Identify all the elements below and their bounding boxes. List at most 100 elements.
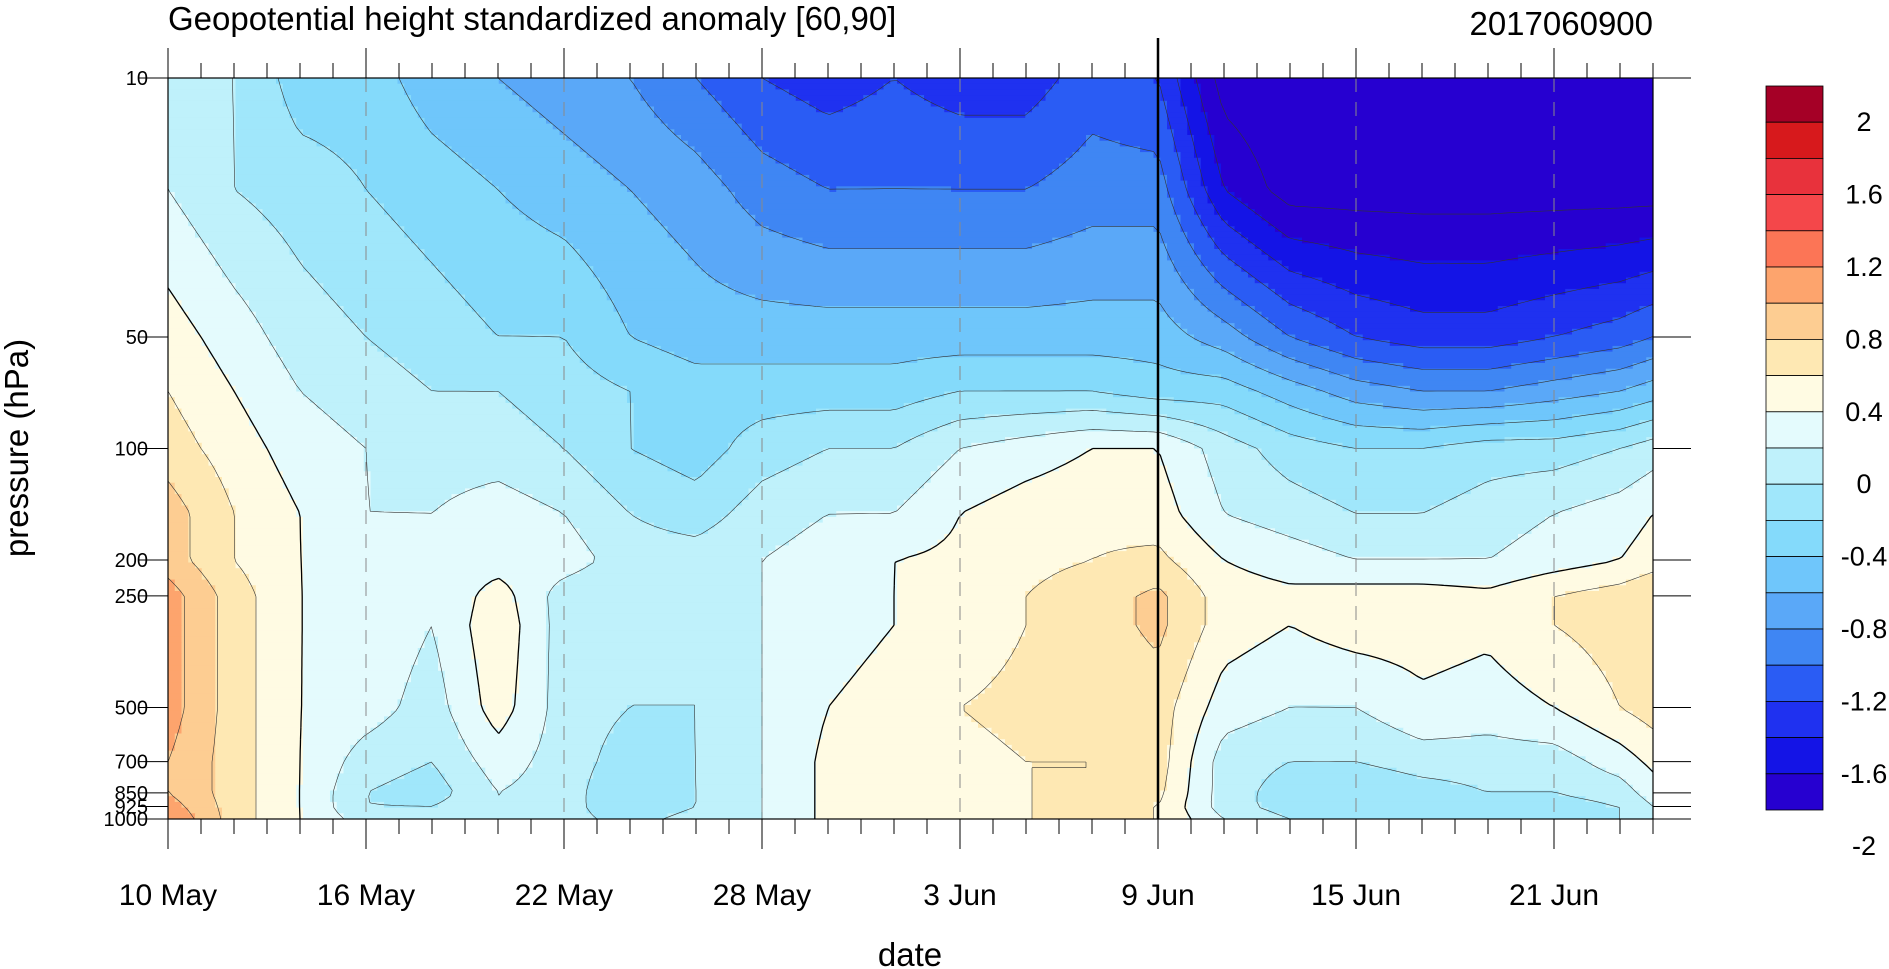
contour-band-cell xyxy=(1160,642,1195,649)
contour-band-cell xyxy=(444,796,588,803)
contour-band-cell xyxy=(255,750,304,757)
contour-band-cell xyxy=(188,425,257,432)
contour-band-cell xyxy=(1214,237,1249,244)
contour-band-cell xyxy=(181,699,216,706)
contour-band-cell xyxy=(1065,459,1161,467)
contour-line xyxy=(232,78,1653,819)
contour-band-cell xyxy=(282,357,399,364)
contour-band-cell xyxy=(1308,488,1472,495)
contour-band-cell xyxy=(188,545,237,552)
contour-band-cell xyxy=(296,123,426,130)
contour-band-cell xyxy=(897,78,1060,85)
contour-band-cell xyxy=(1173,699,1209,706)
contour-band-cell xyxy=(1160,454,1209,461)
contour-band-cell xyxy=(181,693,216,700)
contour-band-cell xyxy=(546,676,763,683)
contour-band-cell xyxy=(762,676,851,683)
contour-band-cell xyxy=(1180,562,1236,569)
contour-band-cell xyxy=(714,459,804,467)
contour-band-cell xyxy=(377,345,574,353)
contour-band-cell xyxy=(478,682,520,689)
contour-band-cell xyxy=(215,608,257,615)
contour-band-cell xyxy=(1200,83,1653,90)
contour-band-cell xyxy=(1585,431,1653,438)
contour-band-cell xyxy=(235,123,297,130)
contour-band-cell xyxy=(228,374,291,381)
contour-band-cell xyxy=(1187,237,1215,244)
contour-band-cell xyxy=(303,762,345,769)
contour-band-cell xyxy=(1254,642,1330,649)
contour-band-cell xyxy=(444,676,480,683)
contour-band-cell xyxy=(728,442,898,450)
contour-band-cell xyxy=(519,670,547,678)
contour-band-cell xyxy=(255,739,304,746)
contour-band-cell xyxy=(816,750,1020,757)
contour-band-cell xyxy=(222,482,284,489)
contour-band-cell xyxy=(843,687,986,695)
contour-band-cell xyxy=(1241,266,1290,273)
contour-band-cell xyxy=(1443,499,1587,507)
contour-band-cell xyxy=(168,750,216,757)
contour-band-cell xyxy=(593,477,763,484)
contour-band-cell xyxy=(363,186,500,193)
contour-band-cell xyxy=(276,345,378,353)
contour-band-cell xyxy=(573,345,662,353)
contour-band-cell xyxy=(168,693,183,700)
contour-band-cell xyxy=(1200,174,1222,182)
contour-band-cell xyxy=(282,83,405,90)
contour-band-cell xyxy=(613,174,723,182)
contour-band-cell xyxy=(168,545,189,552)
contour-band-cell xyxy=(1349,397,1560,404)
contour-band-cell xyxy=(168,608,183,615)
contour-band-cell xyxy=(370,494,453,501)
contour-band-cell xyxy=(168,665,183,672)
contour-band-cell xyxy=(1227,288,1276,296)
contour-band-cell xyxy=(451,790,588,797)
contour-band-cell xyxy=(654,522,716,529)
contour-band-cell xyxy=(579,357,689,364)
contour-band-cell xyxy=(1389,722,1587,729)
contour-band-cell xyxy=(762,767,817,774)
contour-band-cell xyxy=(633,431,743,438)
contour-band-cell xyxy=(1160,89,1182,96)
contour-band-cell xyxy=(924,482,1020,489)
contour-band-cell xyxy=(762,693,837,700)
contour-band-cell xyxy=(762,796,817,803)
y-tick-label: 500 xyxy=(115,697,148,719)
contour-band-cell xyxy=(620,499,743,507)
contour-band-cell xyxy=(255,602,304,609)
colorbar-swatch xyxy=(1765,592,1824,630)
contour-line xyxy=(398,78,1653,430)
contour-band-cell xyxy=(1612,448,1653,455)
contour-band-cell xyxy=(296,511,561,518)
contour-band-cell xyxy=(168,249,210,256)
contour-band-cell xyxy=(181,602,216,609)
contour-band-cell xyxy=(971,699,1175,706)
contour-band-cell xyxy=(255,727,304,735)
contour-band-cell xyxy=(1518,300,1653,307)
contour-band-cell xyxy=(303,391,500,398)
contour-band-cell xyxy=(762,733,824,740)
contour-band-cell xyxy=(897,585,1033,592)
contour-band-cell xyxy=(1491,477,1641,484)
contour-band-cell xyxy=(1221,163,1653,170)
contour-band-cell xyxy=(168,300,183,307)
contour-band-cell xyxy=(168,613,183,621)
contour-band-cell xyxy=(795,95,864,102)
contour-band-cell xyxy=(600,374,1222,381)
contour-band-cell xyxy=(654,112,729,119)
contour-band-cell xyxy=(1261,784,1479,792)
contour-band-cell xyxy=(708,528,804,535)
contour-band-cell xyxy=(1140,625,1168,632)
contour-band-cell xyxy=(168,682,183,689)
contour-band-cell xyxy=(505,192,635,199)
contour-band-cell xyxy=(579,459,662,467)
contour-band-cell xyxy=(681,135,750,142)
contour-band-cell xyxy=(1565,288,1653,296)
contour-band-cell xyxy=(593,813,669,819)
contour-band-cell xyxy=(336,773,405,780)
colorbar-swatch xyxy=(1765,375,1824,413)
contour-band-cell xyxy=(1558,249,1653,256)
contour-band-cell xyxy=(1194,135,1215,142)
contour-band-cell xyxy=(195,562,237,569)
